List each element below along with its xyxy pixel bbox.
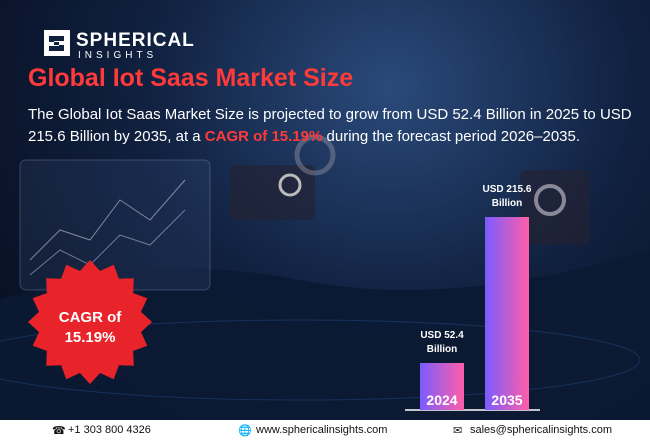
brand-name: SPHERICAL (76, 30, 195, 51)
description-text: The Global Iot Saas Market Size is proje… (28, 106, 632, 145)
title: Global Iot Saas Market Size (28, 64, 354, 92)
logo (44, 30, 70, 56)
web-icon: 🌐 (238, 425, 252, 437)
email: sales@sphericalinsights.com (470, 424, 613, 436)
footer: ☎ +1 303 800 4326 🌐 www.sphericalinsight… (0, 420, 650, 440)
x-tick-label: 2035 (491, 392, 523, 408)
description: The Global Iot Saas Market Size is proje… (28, 104, 632, 148)
phone: +1 303 800 4326 (68, 424, 151, 436)
x-tick-label: 2024 (426, 392, 458, 408)
value-label: USD 52.4 Billion (420, 330, 464, 356)
email-icon: ✉ (453, 425, 463, 437)
value-label: USD 215.6 Billion (482, 184, 532, 209)
description-text: during the forecast period 2026–2035. (322, 128, 581, 145)
website: www.sphericalinsights.com (256, 424, 388, 436)
chart: USD 52.4 Billion 2024 USD 215.6 Billion 203… (420, 184, 532, 410)
badge-text: CAGR of 15.19% (58, 309, 122, 346)
brand-sub: INSIGHTS (78, 50, 158, 61)
badge-shape (28, 260, 152, 384)
phone-icon: ☎ (52, 425, 66, 437)
bar (420, 363, 464, 410)
bar (485, 217, 529, 410)
description-highlight: CAGR of 15.19% (204, 128, 323, 145)
